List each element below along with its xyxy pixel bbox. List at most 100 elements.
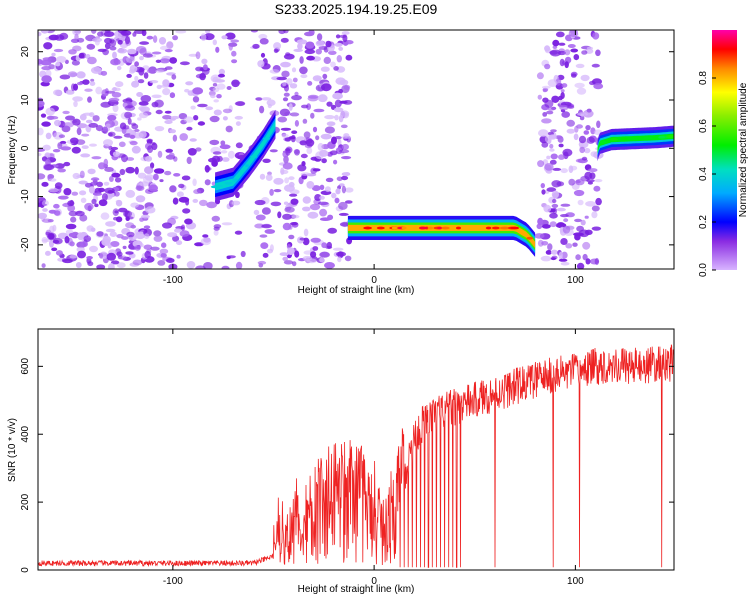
noise-blob — [595, 49, 601, 57]
noise-blob — [259, 234, 268, 238]
noise-blob — [307, 211, 319, 219]
noise-blob — [573, 189, 585, 197]
noise-blob — [71, 83, 76, 92]
noise-blob — [48, 187, 59, 193]
noise-blob — [88, 122, 98, 128]
band-hotspot — [263, 137, 270, 141]
noise-blob — [332, 92, 343, 100]
noise-blob — [222, 108, 233, 114]
y-tick-label: -20 — [20, 237, 31, 252]
noise-blob — [560, 89, 565, 93]
band-hotspot — [412, 226, 420, 230]
noise-blob — [106, 252, 117, 261]
noise-blob — [48, 34, 59, 41]
noise-blob — [562, 225, 571, 234]
noise-blob — [60, 146, 72, 151]
noise-blob — [564, 61, 569, 69]
noise-blob — [112, 87, 117, 92]
noise-blob — [583, 130, 590, 135]
noise-blob — [41, 121, 51, 127]
noise-blob — [230, 39, 240, 43]
noise-blob — [75, 262, 82, 268]
noise-blob — [129, 134, 136, 139]
noise-blob — [584, 215, 589, 219]
noise-blob — [156, 84, 162, 90]
noise-blob — [67, 204, 76, 212]
noise-blob — [54, 119, 61, 127]
noise-blob — [64, 236, 70, 244]
noise-blob — [312, 246, 319, 251]
noise-blob — [40, 30, 49, 34]
spectrogram-xlabel: Height of straight line (km) — [298, 285, 415, 296]
noise-blob — [299, 56, 304, 64]
spectrogram-ylabel: Frequency (Hz) — [7, 116, 18, 185]
noise-blob — [151, 94, 162, 99]
noise-blob — [84, 202, 94, 211]
noise-blob — [296, 39, 308, 45]
noise-blob — [265, 174, 273, 182]
noise-blob — [169, 57, 178, 64]
noise-blob — [79, 170, 85, 179]
x-tick-label: 0 — [371, 576, 377, 587]
noise-blob — [566, 119, 575, 127]
noise-blob — [63, 161, 71, 167]
noise-blob — [127, 117, 132, 125]
noise-blob — [86, 43, 96, 50]
band-hotspot — [491, 226, 500, 230]
noise-blob — [58, 134, 65, 138]
noise-blob — [143, 233, 150, 239]
noise-blob — [564, 49, 571, 56]
noise-blob — [574, 125, 579, 133]
noise-blob — [174, 228, 182, 233]
noise-blob — [126, 56, 136, 63]
noise-blob — [290, 222, 298, 226]
noise-blob — [551, 203, 559, 208]
noise-blob — [211, 160, 218, 167]
spectrogram-frame — [37, 29, 675, 270]
noise-blob — [338, 88, 343, 94]
noise-blob — [594, 257, 600, 266]
noise-blob — [139, 56, 144, 61]
noise-blob — [324, 126, 335, 134]
noise-blob — [153, 230, 162, 237]
noise-blob — [307, 81, 313, 86]
noise-blob — [63, 188, 72, 196]
noise-blob — [323, 56, 331, 64]
noise-blob — [219, 144, 231, 150]
noise-blob — [46, 232, 57, 241]
noise-blob — [204, 179, 211, 186]
noise-blob — [312, 75, 322, 82]
noise-blob — [197, 121, 206, 126]
noise-blob — [114, 191, 120, 197]
band-hotspot — [456, 226, 461, 230]
noise-blob — [338, 212, 349, 216]
noise-blob — [42, 57, 52, 61]
noise-blob — [567, 105, 575, 109]
noise-blob — [115, 216, 123, 223]
noise-blob — [140, 95, 152, 103]
noise-blob — [81, 133, 90, 137]
noise-blob — [546, 110, 554, 115]
noise-blob — [286, 78, 293, 86]
noise-blob — [103, 181, 110, 186]
noise-blob — [192, 178, 197, 187]
noise-blob — [203, 64, 208, 71]
noise-blob — [560, 214, 569, 218]
band-hotspot — [363, 226, 372, 230]
noise-blob — [341, 172, 351, 177]
noise-blob — [203, 33, 215, 41]
noise-blob — [52, 149, 61, 153]
noise-blob — [144, 250, 151, 259]
noise-blob — [164, 120, 173, 124]
noise-blob — [544, 99, 554, 108]
noise-blob — [258, 33, 268, 40]
noise-blob — [253, 209, 260, 216]
noise-blob — [97, 48, 107, 53]
x-tick-label: -100 — [163, 576, 183, 587]
noise-blob — [71, 146, 81, 154]
noise-blob — [329, 150, 338, 156]
noise-blob — [282, 97, 289, 102]
noise-blob — [591, 63, 600, 68]
noise-blob — [213, 224, 222, 229]
noise-blob — [231, 50, 237, 57]
